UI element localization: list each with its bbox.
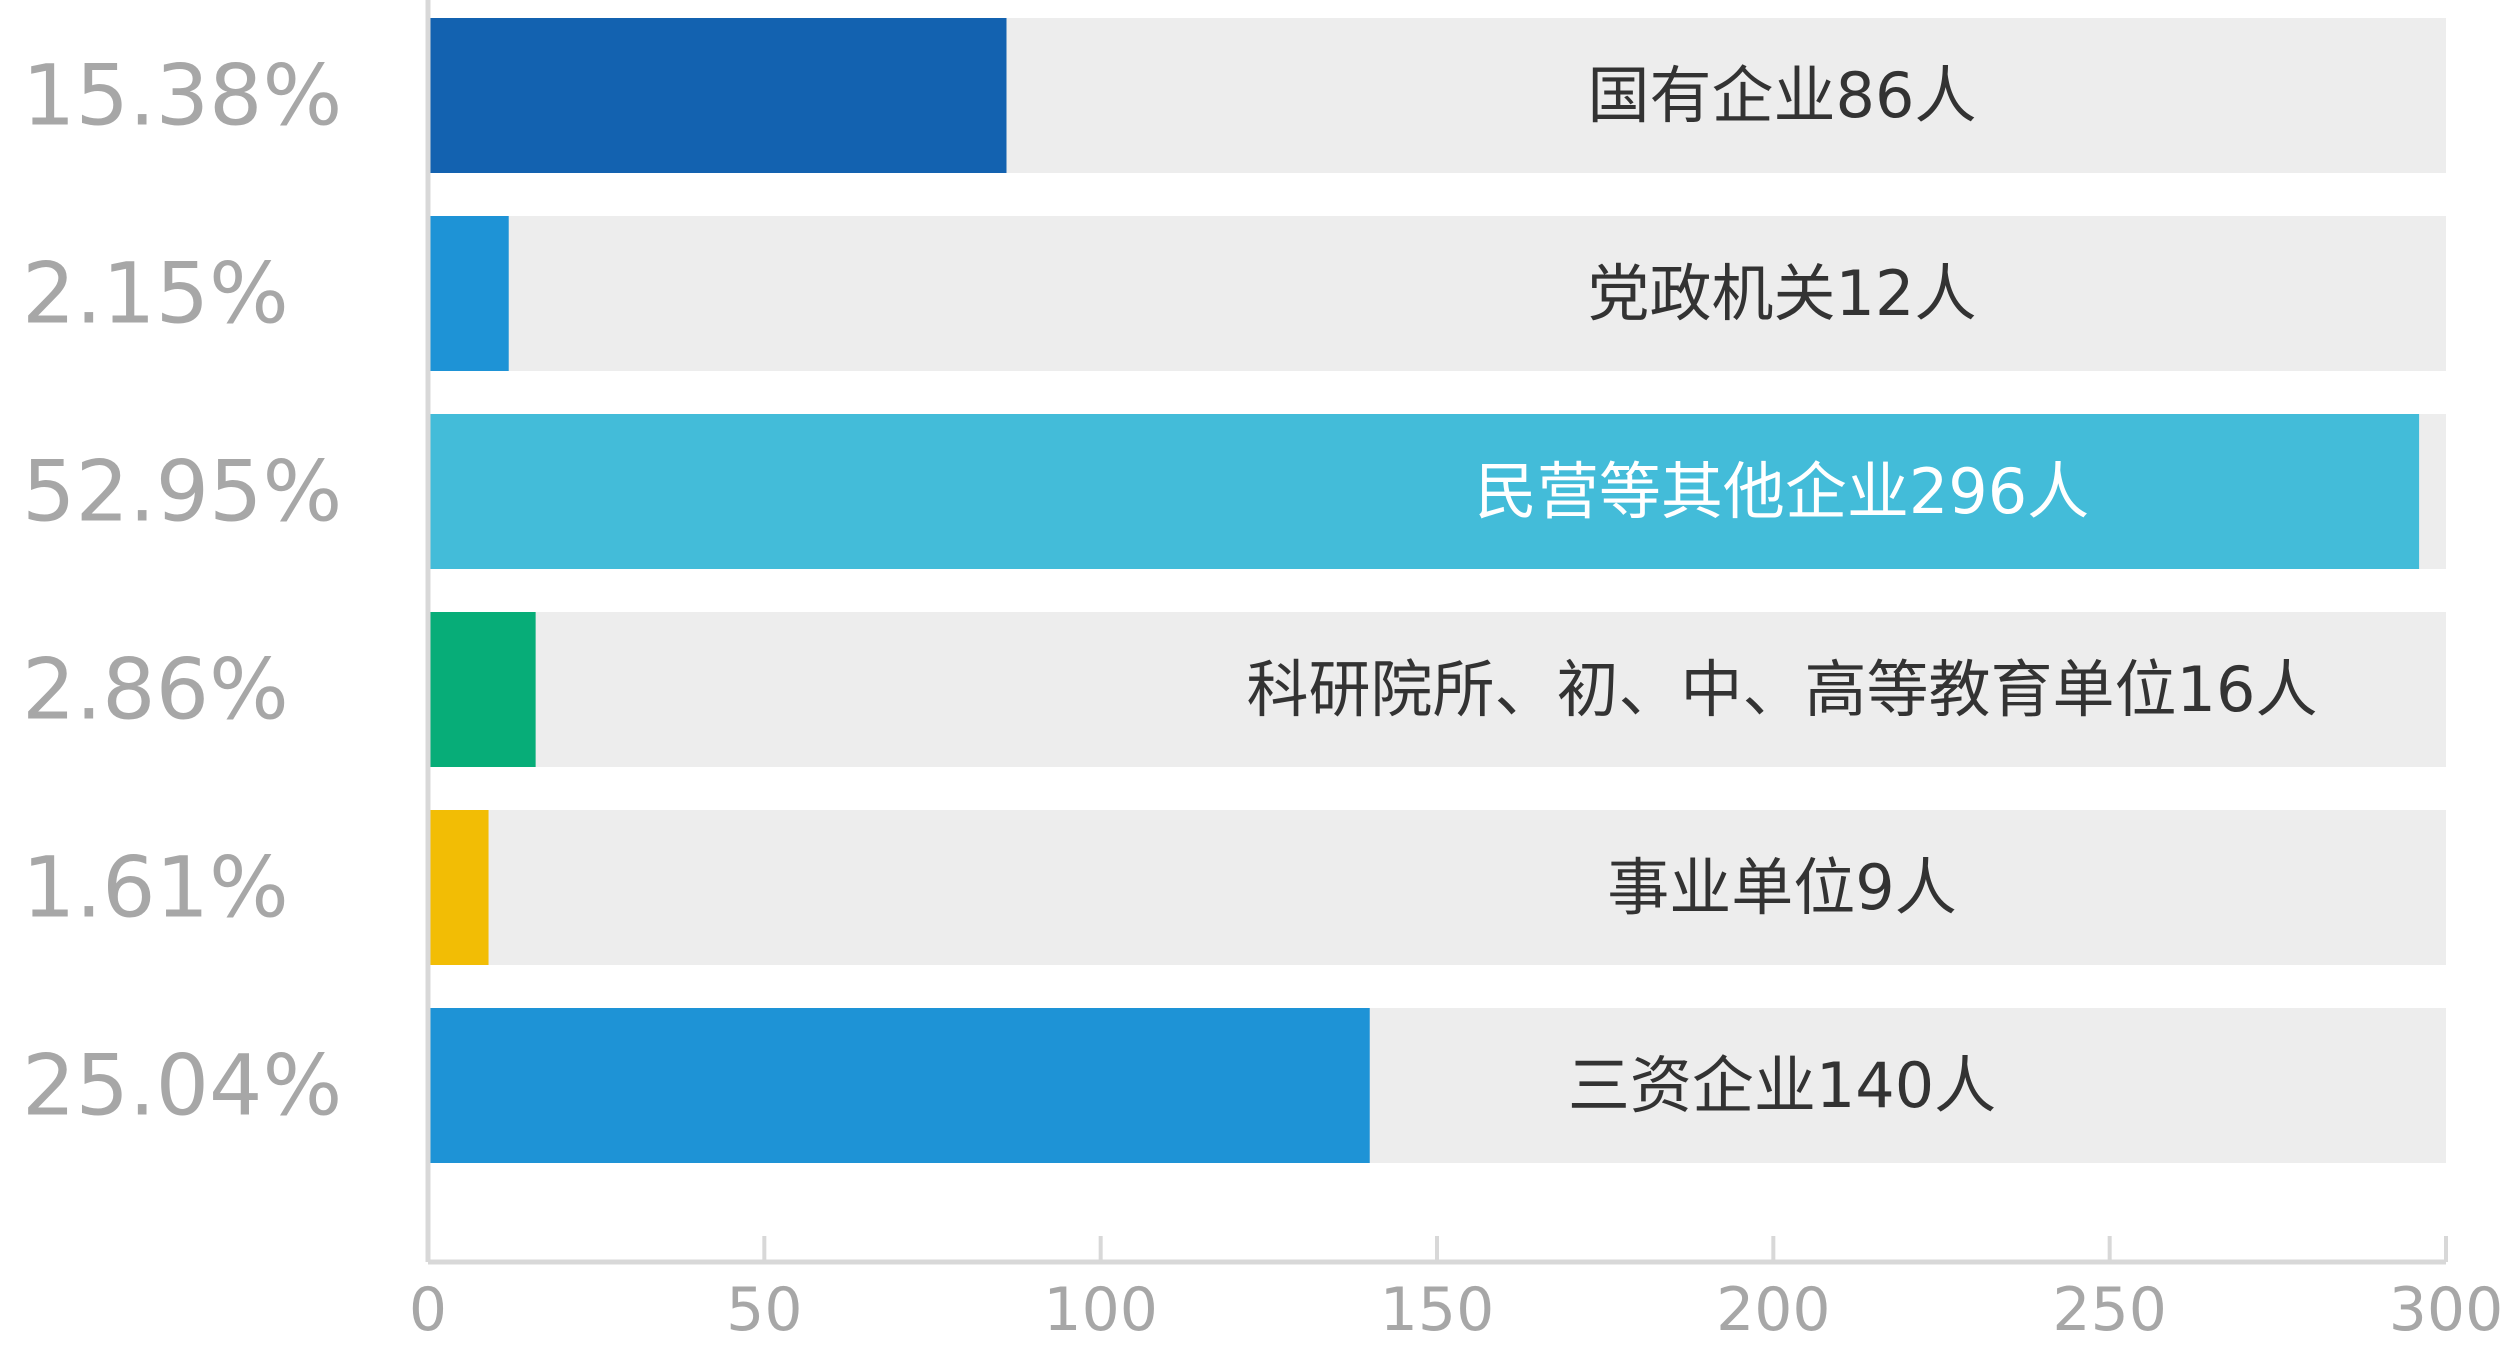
bar <box>428 612 536 767</box>
percent-label: 25.04% <box>22 1037 342 1135</box>
bar-category-label: 国有企业86人 <box>1588 59 1977 132</box>
x-tick-label: 150 <box>1380 1275 1495 1345</box>
bar-category-label: 三资企业140人 <box>1568 1049 1996 1122</box>
percent-label: 15.38% <box>22 47 342 145</box>
x-tick-label: 100 <box>1043 1275 1158 1345</box>
x-tick-label: 250 <box>2052 1275 2167 1345</box>
bar-category-label: 党政机关12人 <box>1588 257 1977 330</box>
x-tick-label: 300 <box>2389 1275 2501 1345</box>
bar-category-label: 事业单位9人 <box>1607 851 1956 924</box>
bar <box>428 414 2420 569</box>
percent-label: 1.61% <box>22 839 289 937</box>
percent-label: 52.95% <box>22 443 342 541</box>
bar-category-label: 民营等其他企业296人 <box>1475 455 2089 528</box>
x-tick-label: 200 <box>1716 1275 1831 1345</box>
bar-track <box>428 612 2446 767</box>
bar <box>428 18 1007 173</box>
bar-category-label: 科研院所、初、中、高等教育单位16人 <box>1247 653 2318 726</box>
bar <box>428 216 509 371</box>
x-tick-label: 50 <box>726 1275 802 1345</box>
bar-track <box>428 810 2446 965</box>
bar <box>428 810 489 965</box>
bar-track <box>428 216 2446 371</box>
x-tick-label: 0 <box>409 1275 447 1345</box>
bar <box>428 1008 1370 1163</box>
percent-label: 2.15% <box>22 245 289 343</box>
percent-label: 2.86% <box>22 641 289 739</box>
